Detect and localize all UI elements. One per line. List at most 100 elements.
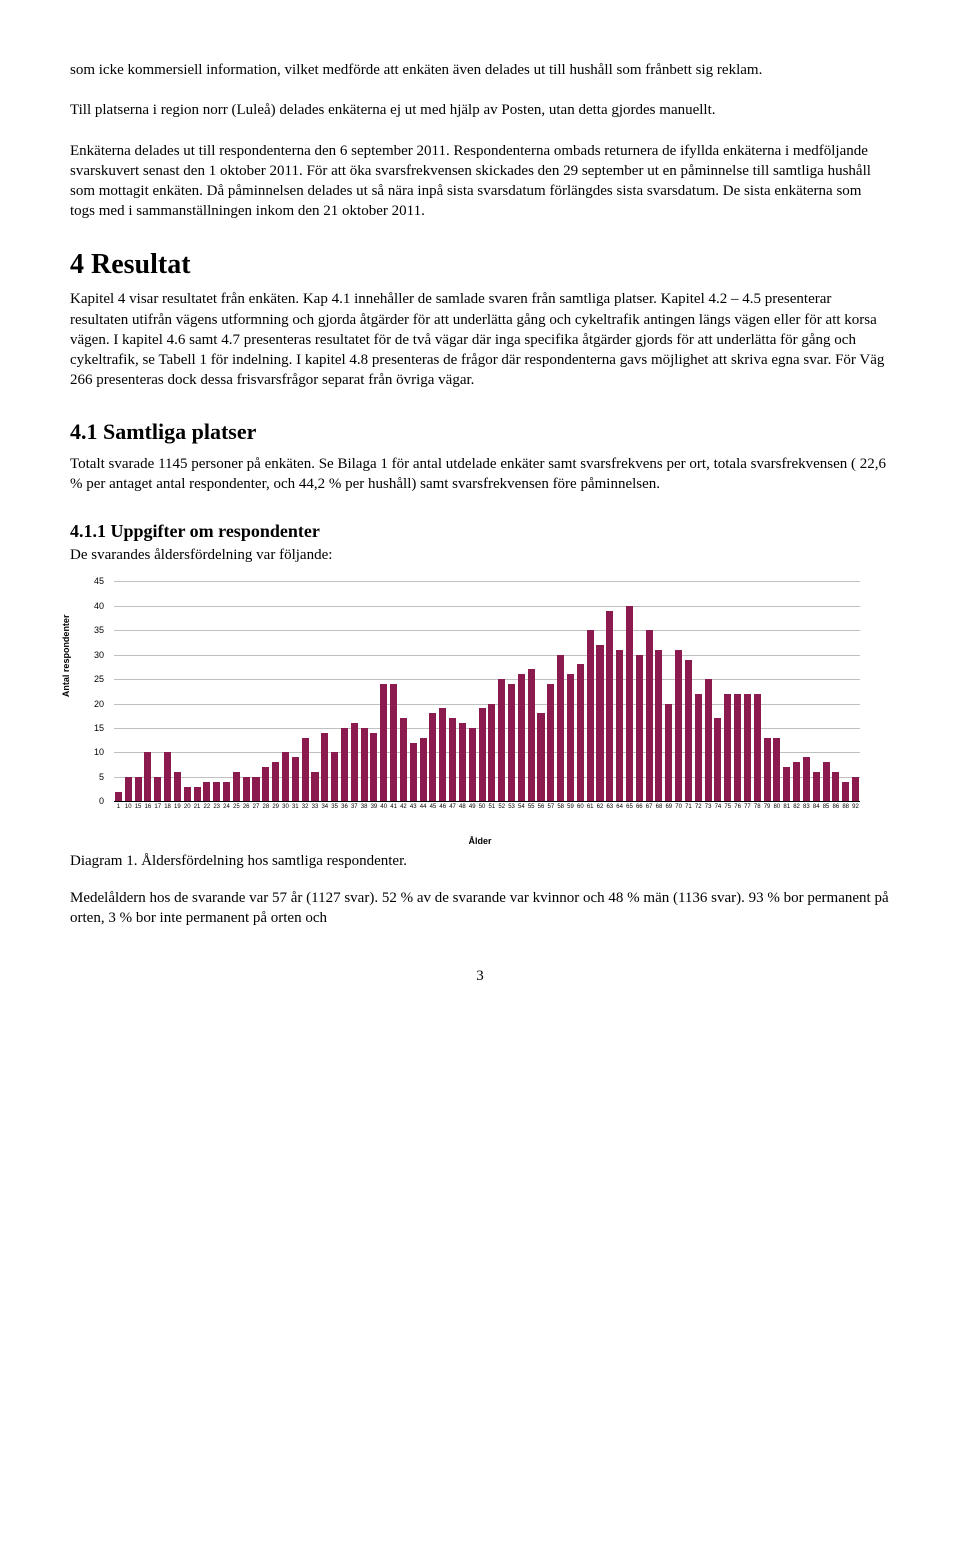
chart-x-tick: 45 xyxy=(429,803,438,811)
chart-bar xyxy=(292,757,299,801)
chart-bar-slot xyxy=(438,581,447,801)
chart-bar-slot xyxy=(763,581,772,801)
chart-bar-slot xyxy=(134,581,143,801)
chart-x-tick: 37 xyxy=(350,803,359,811)
chart-bar-slot xyxy=(291,581,300,801)
chart-x-tick: 38 xyxy=(360,803,369,811)
chart-x-tick: 42 xyxy=(399,803,408,811)
chart-bar xyxy=(115,792,122,802)
chart-bar xyxy=(154,777,161,801)
chart-bar xyxy=(675,650,682,802)
chart-bar-slot xyxy=(340,581,349,801)
chart-bar xyxy=(479,708,486,801)
chart-bar xyxy=(321,733,328,801)
chart-x-tick: 23 xyxy=(212,803,221,811)
chart-bar xyxy=(400,718,407,801)
chart-bar-slot xyxy=(301,581,310,801)
chart-bar-slot xyxy=(822,581,831,801)
chart-bar-slot xyxy=(261,581,270,801)
chart-bar xyxy=(508,684,515,801)
chart-x-tick: 76 xyxy=(733,803,742,811)
chart-bar-slot xyxy=(399,581,408,801)
chart-bar xyxy=(705,679,712,801)
section-heading-4-1-1: 4.1.1 Uppgifter om respondenter xyxy=(70,519,890,543)
chart-x-tick: 56 xyxy=(537,803,546,811)
chart-x-tick: 30 xyxy=(281,803,290,811)
chart-bar xyxy=(714,718,721,801)
chart-bar-slot xyxy=(733,581,742,801)
chart-bar xyxy=(420,738,427,802)
chart-bar-slot xyxy=(792,581,801,801)
chart-x-labels: 1101516171819202122232425262728293031323… xyxy=(114,803,860,811)
chart-x-tick: 40 xyxy=(379,803,388,811)
chart-bar-slot xyxy=(202,581,211,801)
chart-bar xyxy=(724,694,731,802)
chart-x-tick: 79 xyxy=(763,803,772,811)
chart-bar-slot xyxy=(350,581,359,801)
chart-bar-slot xyxy=(605,581,614,801)
chart-y-axis-label: Antal respondenter xyxy=(60,615,72,698)
chart-bar xyxy=(390,684,397,801)
chart-bar xyxy=(626,606,633,802)
chart-x-tick: 48 xyxy=(458,803,467,811)
chart-bar xyxy=(194,787,201,802)
chart-x-tick: 54 xyxy=(517,803,526,811)
chart-bar xyxy=(744,694,751,802)
chart-bar xyxy=(528,669,535,801)
chart-x-tick: 32 xyxy=(301,803,310,811)
chart-bar xyxy=(469,728,476,801)
chart-bar xyxy=(577,664,584,801)
chart-y-tick: 15 xyxy=(94,722,104,734)
chart-x-tick: 51 xyxy=(487,803,496,811)
chart-bar-slot xyxy=(517,581,526,801)
chart-bar-slot xyxy=(271,581,280,801)
chart-bar-slot xyxy=(645,581,654,801)
chart-x-tick: 1 xyxy=(114,803,123,811)
chart-bar xyxy=(587,630,594,801)
chart-bar xyxy=(272,762,279,801)
chart-bar-slot xyxy=(281,581,290,801)
chart-bar xyxy=(547,684,554,801)
chart-bar xyxy=(439,708,446,801)
chart-bar-slot xyxy=(527,581,536,801)
chart-x-tick: 17 xyxy=(153,803,162,811)
chart-bar-slot xyxy=(212,581,221,801)
chart-bar xyxy=(842,782,849,802)
chart-bar xyxy=(636,655,643,802)
chart-y-tick: 45 xyxy=(94,575,104,587)
chart-x-tick: 20 xyxy=(183,803,192,811)
chart-bar-slot xyxy=(497,581,506,801)
chart-x-tick: 47 xyxy=(448,803,457,811)
chart-bar-slot xyxy=(370,581,379,801)
chart-bar-slot xyxy=(625,581,634,801)
chart-x-tick: 70 xyxy=(674,803,683,811)
chart-bar xyxy=(144,752,151,801)
chart-bar xyxy=(213,782,220,802)
chart-bar-slot xyxy=(704,581,713,801)
chart-x-tick: 72 xyxy=(694,803,703,811)
chart-x-tick: 86 xyxy=(831,803,840,811)
chart-bar xyxy=(695,694,702,802)
chart-bar-slot xyxy=(546,581,555,801)
chart-x-tick: 10 xyxy=(124,803,133,811)
chart-bar-slot xyxy=(586,581,595,801)
chart-x-tick: 16 xyxy=(143,803,152,811)
chart-bar-slot xyxy=(782,581,791,801)
chart-bar xyxy=(311,772,318,801)
chart-x-tick: 44 xyxy=(419,803,428,811)
chart-x-tick: 62 xyxy=(596,803,605,811)
chart-x-tick: 15 xyxy=(134,803,143,811)
chart-x-tick: 36 xyxy=(340,803,349,811)
body-paragraph: De svarandes åldersfördelning var följan… xyxy=(70,545,890,565)
chart-bar xyxy=(773,738,780,802)
chart-x-tick: 28 xyxy=(261,803,270,811)
chart-x-tick: 52 xyxy=(497,803,506,811)
chart-x-tick: 25 xyxy=(232,803,241,811)
chart-x-tick: 49 xyxy=(468,803,477,811)
chart-bar xyxy=(734,694,741,802)
chart-bar-slot xyxy=(694,581,703,801)
chart-bar xyxy=(488,704,495,802)
chart-bar-slot xyxy=(163,581,172,801)
chart-bar-slot xyxy=(615,581,624,801)
chart-bar xyxy=(596,645,603,801)
